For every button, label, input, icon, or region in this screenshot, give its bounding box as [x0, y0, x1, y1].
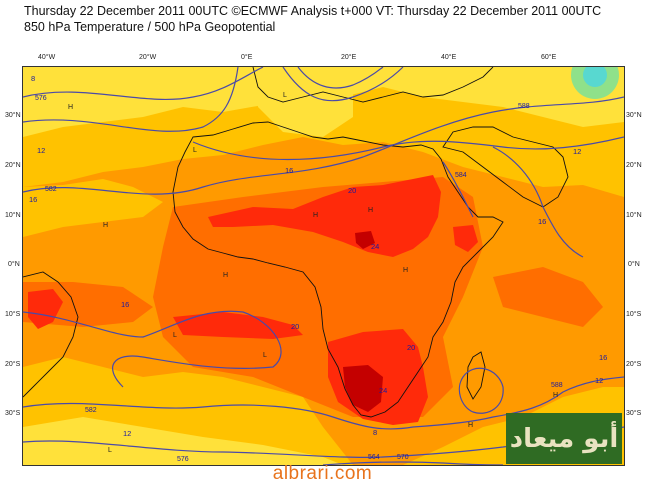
lat-label-left-0n: 0°N	[8, 261, 20, 268]
geo-label-588a: 588	[518, 103, 530, 110]
lat-label-left-10s: 10°S	[5, 311, 21, 318]
field-darkorange-east	[493, 267, 603, 327]
temp-label-16d: 16	[538, 217, 546, 226]
lat-label-right-10s: 10°S	[626, 311, 642, 318]
geo-label-582a: 582	[45, 186, 57, 193]
lon-label-top-40e: 40°E	[441, 54, 457, 61]
temp-label-16c: 16	[121, 300, 129, 309]
title-line-2: 850 hPa Temperature / 500 hPa Geopotenti…	[24, 20, 276, 34]
temp-label-16b: 16	[285, 166, 293, 175]
contour-584-east	[442, 161, 474, 218]
contour-576-north	[23, 67, 264, 100]
lat-label-left-20s: 20°S	[5, 361, 21, 368]
coastline-south-america	[23, 271, 79, 398]
temp-label-20a: 20	[348, 186, 356, 195]
temp-label-20c: 20	[291, 322, 299, 331]
temperature-labels: 8 12 16 16 20 24 24 20 20 16 16 12 16 12…	[29, 74, 607, 438]
temp-label-8b: 8	[373, 428, 377, 437]
geo-label-584: 584	[455, 172, 467, 179]
contour-nea	[492, 146, 584, 258]
field-darkred-sahel	[355, 231, 375, 249]
temp-label-16a: 16	[29, 195, 37, 204]
coastline-madagascar	[466, 351, 486, 400]
lat-label-left-30s: 30°S	[5, 410, 21, 417]
svg-text:H: H	[103, 222, 108, 229]
field-cold-ne-core	[583, 67, 607, 87]
geo-label-570: 570	[397, 454, 409, 461]
weather-map: 8 12 16 16 20 24 24 20 20 16 16 12 16 12…	[22, 66, 625, 466]
watermark: albrari.com	[272, 463, 373, 484]
geo-label-588b: 588	[551, 382, 563, 389]
temp-label-16e: 16	[599, 353, 607, 362]
contour-trough-1	[282, 67, 404, 102]
lon-label-top-20w: 20°W	[139, 54, 157, 61]
pressure-markers: HLL HHH HHL LHH LL	[68, 92, 558, 454]
field-pale-north	[23, 67, 624, 137]
field-darkred-south	[343, 365, 383, 412]
lon-label-top-40w: 40°W	[38, 54, 56, 61]
geo-label-576a: 576	[35, 95, 47, 102]
lat-label-right-30n: 30°N	[626, 112, 642, 119]
contour-588-n2	[192, 136, 624, 161]
temp-label-20b: 20	[407, 343, 415, 352]
lat-label-left-30n: 30°N	[5, 112, 21, 119]
lat-label-left-20n: 20°N	[5, 162, 21, 169]
lat-label-right-10n: 10°N	[626, 212, 642, 219]
temp-label-24b: 24	[379, 386, 387, 395]
temp-label-12d: 12	[123, 429, 131, 438]
contour-trough-2	[297, 67, 384, 89]
svg-text:L: L	[193, 147, 197, 154]
svg-text:H: H	[68, 104, 73, 111]
lon-label-top-0e: 0°E	[241, 54, 253, 61]
geo-label-582b: 582	[85, 407, 97, 414]
field-red-east	[453, 225, 478, 252]
lon-label-top-60e: 60°E	[541, 54, 557, 61]
field-yellow-atlantic	[23, 179, 163, 237]
field-red-angola	[173, 312, 303, 339]
svg-text:L: L	[173, 332, 177, 339]
contour-mada-low	[458, 367, 504, 414]
lat-label-right-20s: 20°S	[626, 361, 642, 368]
lat-label-right-30s: 30°S	[626, 410, 642, 417]
lat-label-right-0n: 0°N	[628, 261, 640, 268]
lon-label-top-20e: 20°E	[341, 54, 357, 61]
contour-570-south	[322, 461, 504, 465]
svg-text:H: H	[553, 392, 558, 399]
coastline-africa	[172, 121, 504, 418]
temp-label-12c: 12	[595, 376, 603, 385]
svg-text:L: L	[283, 92, 287, 99]
field-pale-med	[253, 67, 353, 137]
svg-text:H: H	[403, 267, 408, 274]
svg-text:H: H	[468, 422, 473, 429]
svg-text:H: H	[313, 212, 318, 219]
contour-588-north	[23, 96, 624, 195]
field-red-atlantic	[28, 289, 63, 329]
weather-map-canvas: 8 12 16 16 20 24 24 20 20 16 16 12 16 12…	[23, 67, 624, 465]
logo-badge: أبو ميعاد	[506, 413, 622, 464]
field-red-sahel	[208, 175, 441, 257]
geo-label-564: 564	[368, 454, 380, 461]
title-line-1: Thursday 22 December 2011 00UTC ©ECMWF A…	[24, 4, 602, 18]
geopotential-labels: 576 582 588 584 582 576 570 564 588	[35, 95, 563, 463]
temp-label-12a: 12	[37, 146, 45, 155]
svg-text:L: L	[108, 447, 112, 454]
coastline-europe	[252, 67, 494, 103]
contour-588-south	[23, 310, 282, 388]
svg-text:L: L	[263, 352, 267, 359]
coastline-arabia	[442, 126, 569, 208]
lat-label-left-10n: 10°N	[5, 212, 21, 219]
geo-label-576b: 576	[177, 456, 189, 463]
contour-582-south	[23, 376, 624, 430]
svg-text:H: H	[368, 207, 373, 214]
temp-label-8: 8	[31, 74, 35, 83]
lat-label-right-20n: 20°N	[626, 162, 642, 169]
temp-label-24a: 24	[371, 242, 379, 251]
temp-label-12b: 12	[573, 147, 581, 156]
svg-text:H: H	[223, 272, 228, 279]
contour-582-north	[23, 67, 239, 132]
